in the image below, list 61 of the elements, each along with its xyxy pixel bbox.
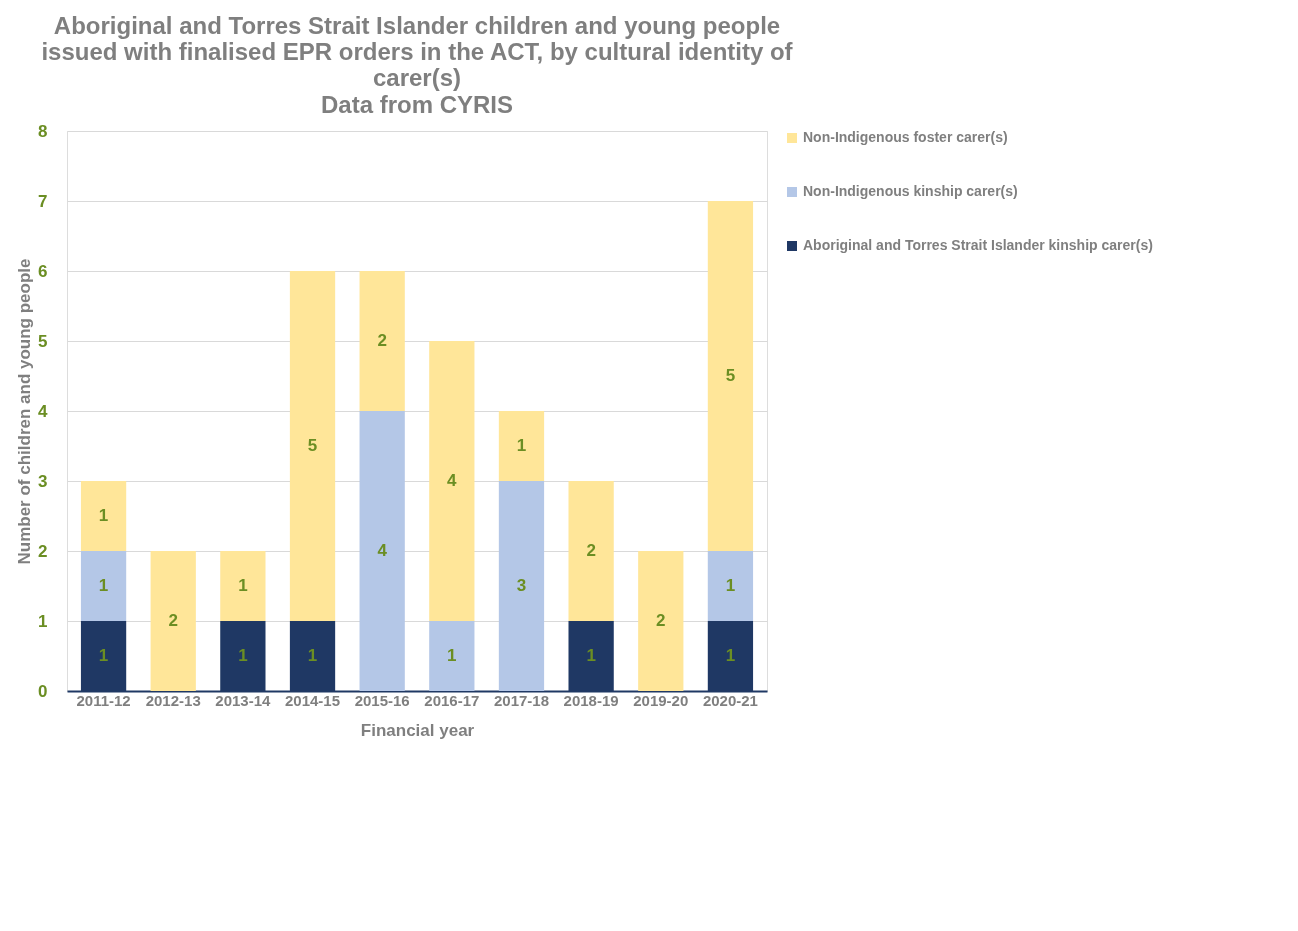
- bar: [498, 411, 545, 481]
- legend-label: Non-Indigenous foster carer(s): [803, 129, 1008, 145]
- data-label: 2: [377, 331, 387, 350]
- y-tick-label: 0: [38, 681, 48, 701]
- bar: [359, 411, 405, 691]
- data-label: 1: [98, 576, 109, 595]
- data-label: 4: [377, 541, 388, 560]
- bar: [429, 621, 475, 691]
- bar: [429, 341, 475, 621]
- y-tick-label: 1: [38, 611, 48, 631]
- y-tick-label: 2: [38, 541, 48, 561]
- bar: [707, 551, 754, 621]
- legend-label: Non-Indigenous kinship carer(s): [803, 183, 1018, 199]
- data-label: 1: [447, 646, 457, 665]
- data-label: 1: [238, 646, 248, 665]
- bar: [80, 481, 127, 551]
- data-label: 1: [238, 576, 248, 595]
- y-tick-label: 4: [38, 401, 49, 421]
- chart-subtitle: Data from CYRIS: [320, 91, 514, 118]
- data-label: 1: [725, 646, 736, 665]
- y-tick-label: 3: [38, 471, 48, 491]
- x-tick-label: 2015-16: [354, 691, 410, 709]
- x-tick-label: 2011-12: [76, 691, 131, 709]
- data-label: 1: [307, 646, 318, 665]
- x-axis-title: Financial year: [360, 720, 475, 740]
- bar: [289, 271, 336, 621]
- data-label: 5: [725, 366, 736, 385]
- x-tick-label: 2018-19: [563, 691, 619, 709]
- data-label: 3: [516, 576, 527, 595]
- data-label: 1: [516, 436, 527, 455]
- y-tick-label: 7: [38, 191, 48, 211]
- data-label: 4: [447, 471, 458, 490]
- bar: [638, 551, 684, 691]
- data-label: 1: [725, 576, 736, 595]
- data-label: 2: [586, 541, 596, 560]
- bar: [150, 551, 196, 691]
- data-label: 1: [98, 646, 109, 665]
- x-tick-label: 2017-18: [493, 691, 550, 709]
- legend-label: Aboriginal and Torres Strait Islander kinship carer(s): [803, 237, 1153, 253]
- y-axis-title: Number of children and young people: [15, 258, 35, 565]
- x-tick-label: 2016-17: [424, 691, 480, 709]
- x-tick-label: 2013-14: [215, 691, 272, 709]
- x-tick-label: 2020-21: [702, 691, 758, 709]
- y-tick-label: 5: [38, 331, 48, 351]
- data-label: 2: [656, 611, 666, 630]
- x-tick-label: 2019-20: [633, 691, 689, 709]
- chart-title: Aboriginal and Torres Strait Islander children and young people issued with finalised EPR orders in the ACT, by cultural identity of carer(s): [41, 12, 794, 91]
- bar: [220, 551, 266, 621]
- bar: [359, 271, 405, 411]
- data-label: 5: [307, 436, 318, 455]
- bar: [498, 481, 545, 691]
- y-tick-label: 8: [38, 121, 48, 141]
- bar: [568, 481, 614, 621]
- bar: [80, 551, 127, 621]
- data-label: 1: [586, 646, 596, 665]
- data-label: 1: [98, 506, 109, 525]
- x-tick-label: 2014-15: [284, 691, 341, 709]
- data-label: 2: [168, 611, 178, 630]
- x-tick-label: 2012-13: [145, 691, 201, 709]
- y-tick-label: 6: [38, 261, 48, 281]
- bar: [707, 201, 754, 551]
